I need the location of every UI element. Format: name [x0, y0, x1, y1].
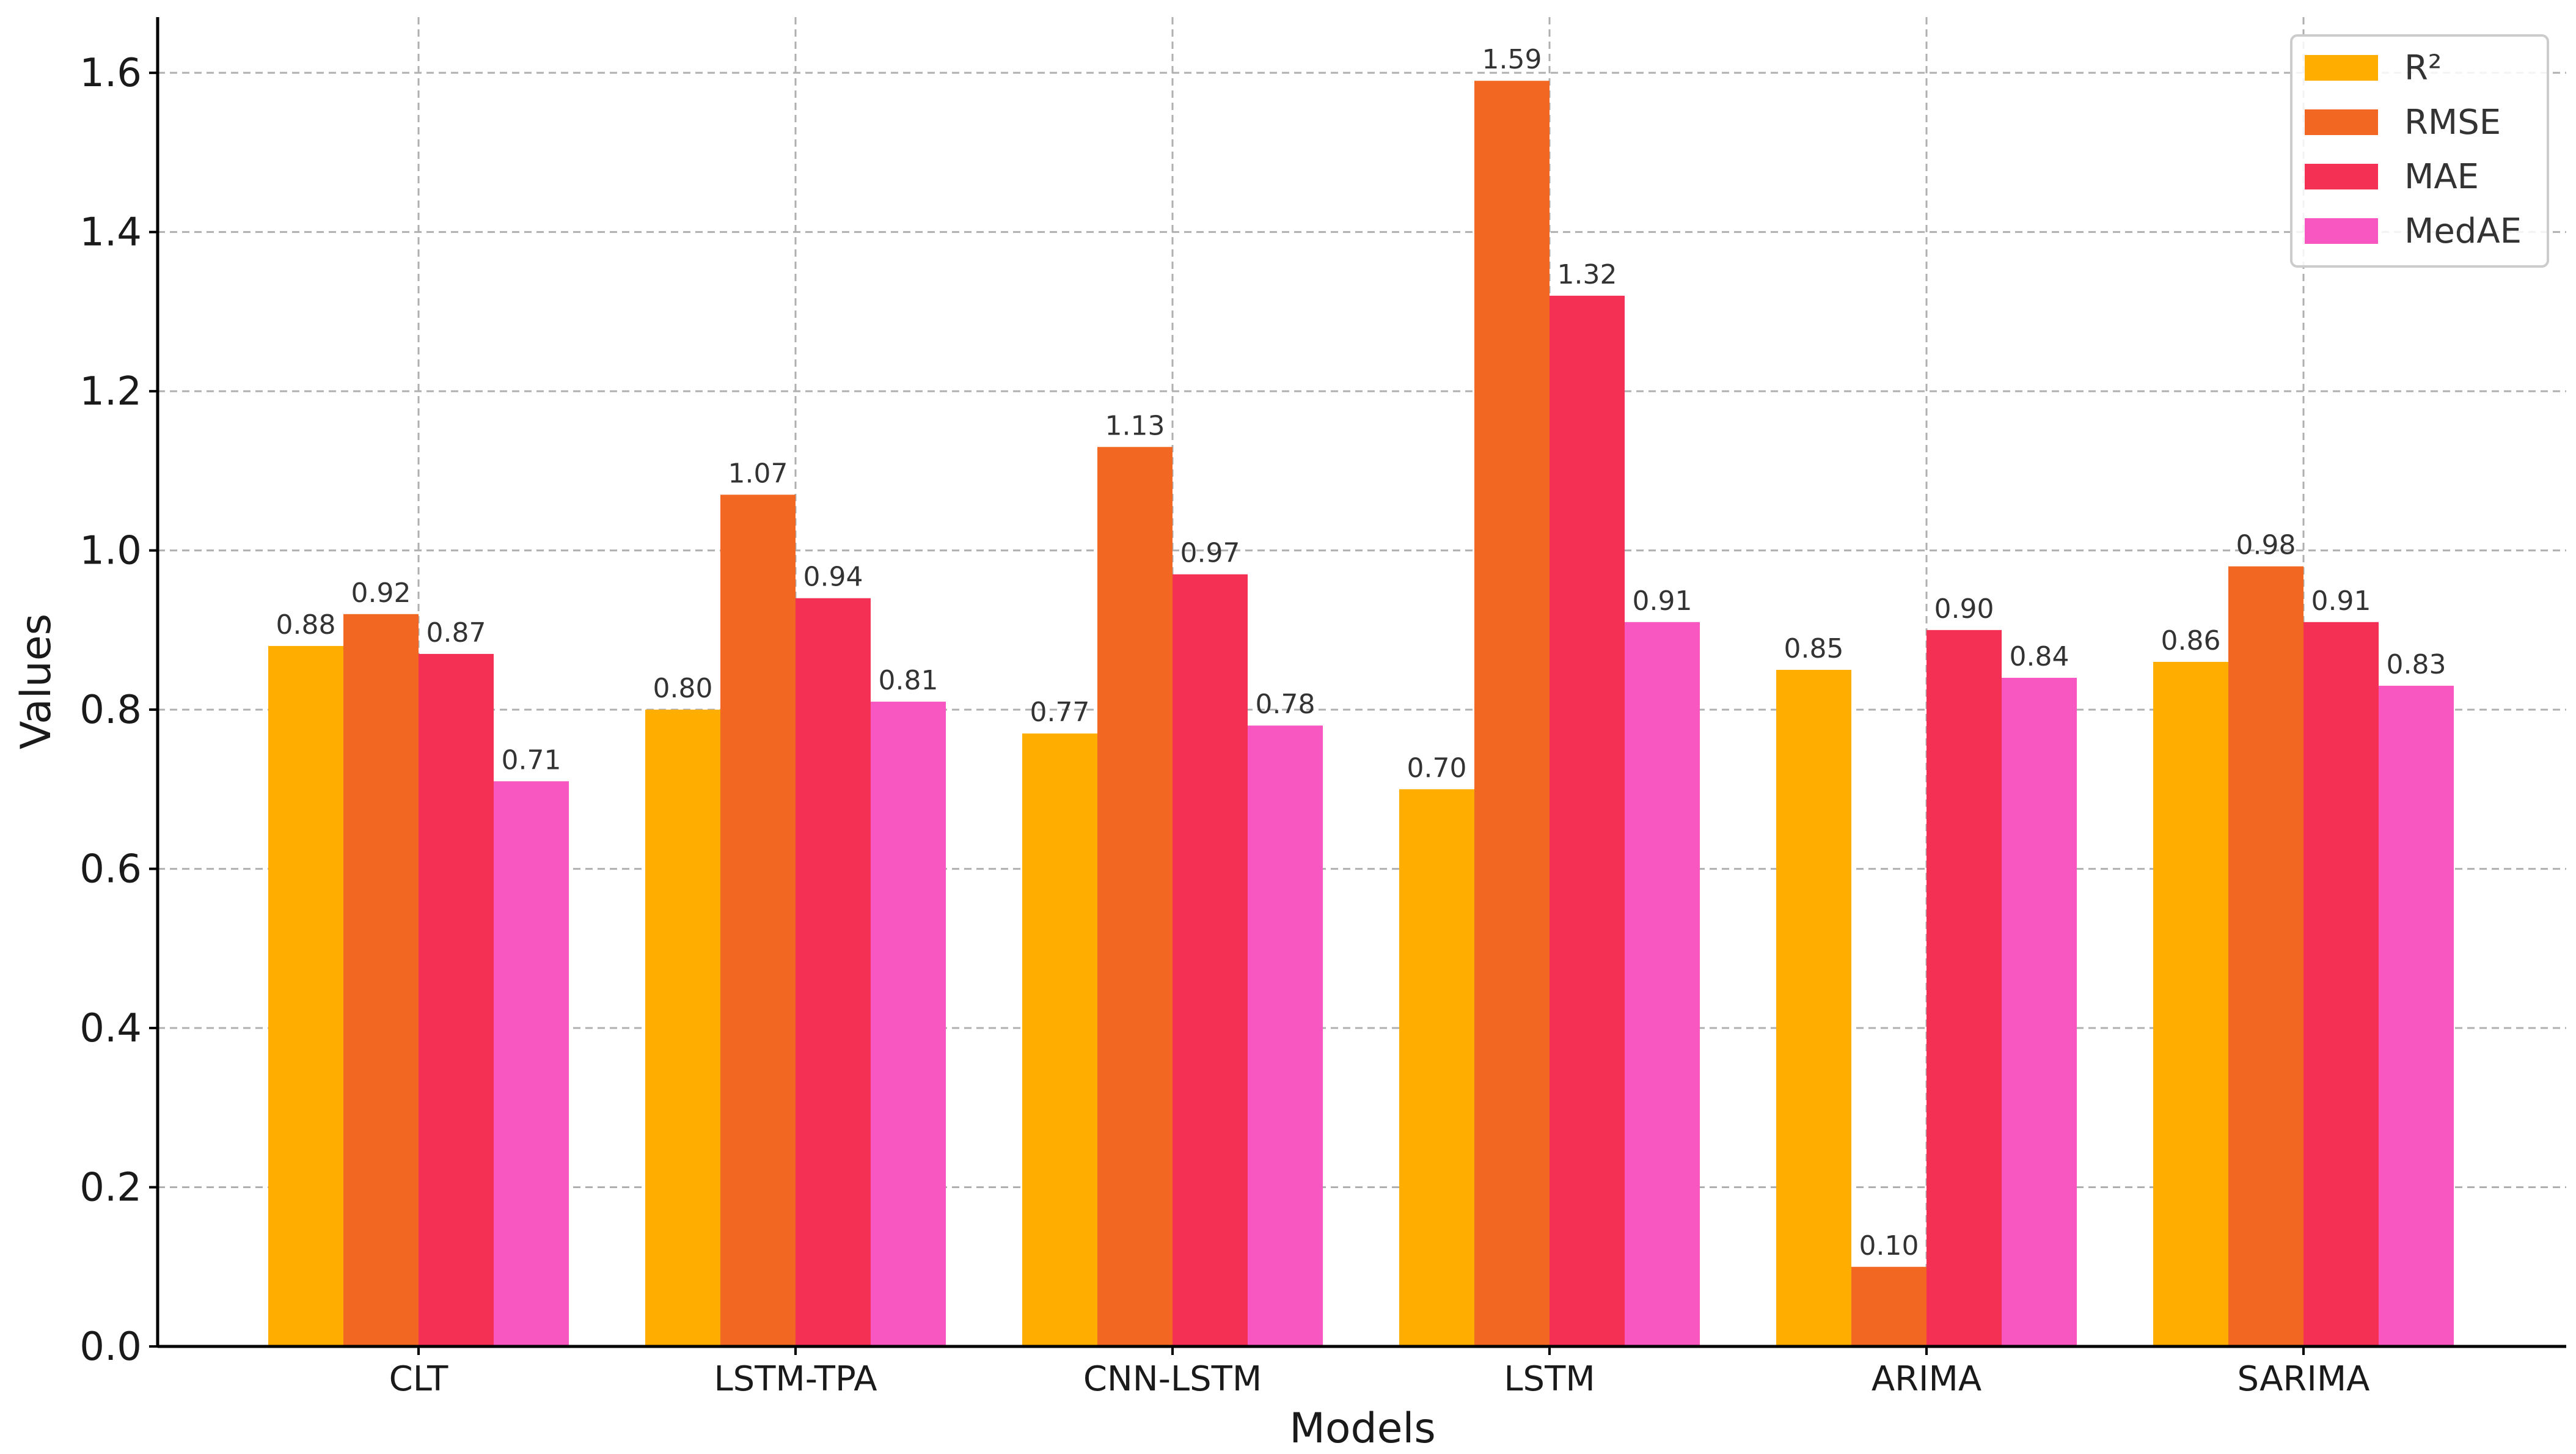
bar-data-label: 1.32	[1557, 259, 1617, 290]
bar-data-label: 0.71	[502, 744, 562, 776]
bar	[343, 614, 419, 1346]
legend-label: MedAE	[2404, 211, 2522, 251]
bar	[1625, 622, 1700, 1347]
x-tick-label: LSTM-TPA	[714, 1359, 877, 1399]
bar-data-label: 0.10	[1859, 1230, 1919, 1261]
bar-data-label: 0.85	[1784, 633, 1844, 664]
data-labels-layer: 0.88 0.80 0.77 0.70 0.85 0.86 0.92 1.07 1.13 1.59…	[276, 44, 2446, 1261]
bars-layer	[268, 81, 2454, 1347]
bar-data-label: 0.91	[1633, 586, 1692, 617]
axes-layer: 0.0 0.2 0.4 0.6 0.8 1.0 1.2 1.4 1.6 CLT LSTM-TPA CN…	[79, 17, 2566, 1399]
legend-swatch	[2305, 109, 2378, 135]
bar-data-label: 0.70	[1407, 752, 1467, 784]
x-tick-label: CLT	[389, 1359, 449, 1399]
y-tick-label: 0.8	[79, 688, 142, 733]
bar	[1097, 447, 1173, 1346]
bar-data-label: 0.90	[1934, 593, 1994, 625]
bar-data-label: 0.87	[426, 617, 486, 648]
bar-data-label: 1.59	[1482, 44, 1542, 75]
bar	[1022, 733, 1097, 1346]
y-tick-label: 1.0	[79, 529, 142, 574]
bar-data-label: 0.77	[1030, 697, 1090, 728]
bar	[2303, 622, 2379, 1347]
y-tick-label: 0.6	[79, 847, 142, 892]
bar-data-label: 0.86	[2161, 625, 2221, 656]
x-tick-label: ARIMA	[1872, 1359, 1981, 1399]
bar	[1399, 789, 1474, 1346]
x-axis-title: Models	[1289, 1404, 1436, 1453]
legend-label: MAE	[2404, 157, 2479, 197]
bar	[796, 598, 871, 1346]
bar-data-label: 0.78	[1256, 689, 1315, 720]
bar	[1927, 630, 2002, 1346]
bar-data-label: 1.07	[728, 458, 788, 489]
bar-data-label: 1.13	[1105, 410, 1165, 441]
x-tick-label: LSTM	[1504, 1359, 1595, 1399]
y-tick-label: 1.6	[79, 51, 142, 96]
bar-data-label: 0.88	[276, 609, 336, 641]
legend-swatch	[2305, 218, 2378, 244]
bar	[720, 494, 796, 1346]
y-tick-label: 0.2	[79, 1166, 142, 1211]
bar-data-label: 0.83	[2387, 649, 2446, 680]
legend-swatch	[2305, 164, 2378, 189]
bar	[2379, 686, 2454, 1346]
y-axis-title: Values	[12, 614, 60, 749]
bar-data-label: 0.92	[351, 578, 411, 609]
legend-label: RMSE	[2404, 103, 2501, 142]
legend-swatch	[2305, 55, 2378, 81]
y-tick-label: 1.4	[79, 210, 142, 255]
bar	[1776, 669, 1851, 1346]
bar	[1173, 574, 1248, 1346]
bar-data-label: 0.98	[2236, 530, 2296, 561]
bar	[494, 781, 569, 1346]
bar	[1474, 81, 1550, 1346]
bar-data-label: 0.84	[2010, 641, 2069, 672]
bar-data-label: 0.91	[2311, 586, 2371, 617]
bar-data-label: 0.97	[1180, 538, 1240, 569]
bar	[268, 645, 343, 1346]
bar-data-label: 0.80	[653, 673, 713, 704]
bar	[645, 710, 720, 1346]
x-tick-label: SARIMA	[2238, 1359, 2370, 1399]
legend-label: R²	[2404, 48, 2442, 88]
bar-data-label: 0.81	[879, 665, 939, 696]
legend: R² RMSE MAE MedAE	[2290, 34, 2549, 268]
y-tick-label: 1.2	[79, 369, 142, 414]
legend-frame	[2290, 34, 2549, 268]
bar	[1248, 725, 1323, 1346]
bar	[2153, 661, 2228, 1346]
y-tick-label: 0.4	[79, 1006, 142, 1051]
y-tick-label: 0.0	[79, 1324, 142, 1370]
bar-data-label: 0.94	[803, 562, 863, 593]
bar	[1851, 1266, 1927, 1346]
x-tick-label: CNN-LSTM	[1083, 1359, 1262, 1399]
bar	[2228, 566, 2303, 1346]
bar	[871, 702, 946, 1346]
bar	[419, 653, 494, 1346]
bar	[2002, 677, 2077, 1346]
bar	[1550, 295, 1625, 1346]
